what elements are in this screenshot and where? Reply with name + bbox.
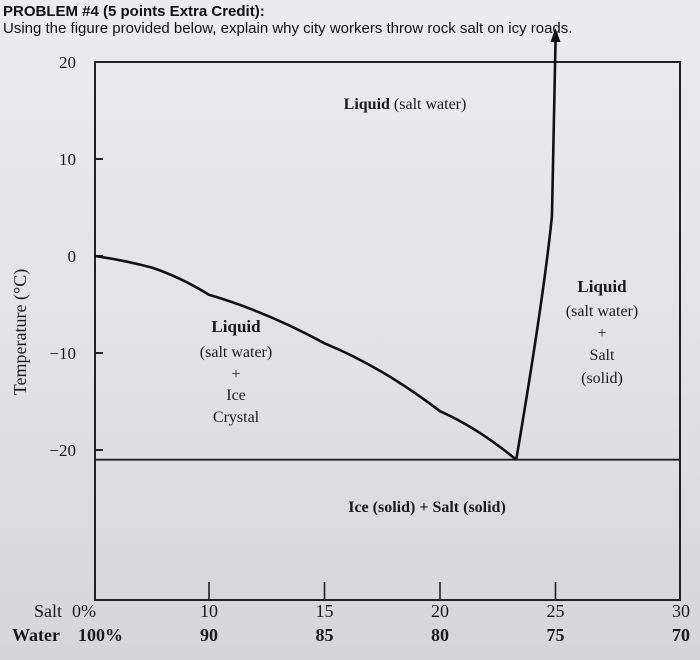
region-label-right: Liquid (salt water) + Salt (solid)	[566, 277, 638, 387]
y-tick-label: −10	[49, 344, 76, 363]
x-tick-label: 70	[672, 625, 690, 645]
x-tick-label: 15	[316, 601, 334, 621]
left-line-3: +	[231, 366, 240, 383]
x-tick-label: 10	[200, 601, 218, 621]
right-line-3: +	[597, 325, 606, 342]
right-line-2: (salt water)	[566, 303, 638, 320]
problem-title: PROBLEM #4 (5 points Extra Credit):	[3, 3, 265, 20]
right-line-5: (solid)	[581, 370, 623, 387]
region-label-bottom: Ice (solid) + Salt (solid)	[348, 499, 506, 516]
problem-prompt: Using the figure provided below, explain…	[3, 20, 573, 37]
x-row-name: Salt	[34, 601, 62, 621]
right-line-4: Salt	[590, 347, 615, 364]
x-tick-label: 25	[547, 601, 565, 621]
right-line-1: Liquid	[577, 277, 627, 296]
region-top-rest: (salt water)	[390, 96, 466, 113]
x-axis-rows: Salt 0% 10 15 20 25 30 Water 100% 90 85 80 75 70	[12, 601, 690, 645]
arrow-head	[550, 28, 561, 42]
left-line-2: (salt water)	[200, 344, 272, 361]
region-top-text: Liquid	[344, 96, 390, 113]
x-axis-ticks	[208, 582, 557, 600]
plot-frame	[94, 61, 681, 601]
x-tick-label: 90	[200, 625, 218, 645]
solubility-curve	[514, 41, 557, 460]
y-tick-label: 20	[59, 53, 76, 72]
x-row-start: 0%	[72, 601, 96, 621]
x-row-start: 100%	[78, 625, 123, 645]
x-tick-label: 80	[431, 625, 449, 645]
left-line-4: Ice	[226, 387, 246, 404]
x-row-name: Water	[12, 625, 60, 645]
y-tick-label: −20	[49, 441, 76, 460]
x-tick-label: 85	[316, 625, 334, 645]
x-tick-label: 30	[672, 601, 690, 621]
region-label-left: Liquid (salt water) + Ice Crystal	[200, 317, 272, 426]
x-tick-label: 75	[547, 625, 565, 645]
left-line-1: Liquid	[211, 317, 261, 336]
freezing-point-curve	[94, 254, 518, 461]
region-label-top: Liquid (salt water)	[344, 96, 467, 113]
y-tick-label: 10	[59, 150, 76, 169]
x-tick-label: 20	[431, 601, 449, 621]
left-line-5: Crystal	[213, 409, 260, 426]
y-tick-label: 0	[68, 247, 77, 266]
y-axis-label: Temperature (°C)	[10, 269, 31, 395]
